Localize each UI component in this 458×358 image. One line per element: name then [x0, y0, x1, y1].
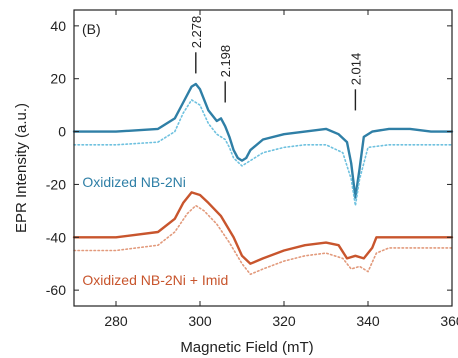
panel-label: (B) [82, 21, 101, 37]
y-tick-label: 40 [50, 18, 66, 34]
y-tick-label: -20 [46, 176, 66, 192]
x-tick-label: 340 [356, 313, 380, 329]
plot-frame [73, 9, 453, 307]
plot-area [72, 82, 454, 276]
g-value-label: 2.278 [189, 16, 204, 49]
y-axis-label: EPR Intensity (a.u.) [13, 103, 30, 233]
x-tick-label: 300 [188, 313, 212, 329]
series-line-orange-light [73, 204, 453, 276]
axes [73, 9, 453, 307]
x-tick-label: 320 [272, 313, 296, 329]
series-line-blue [72, 82, 454, 199]
series-label: Oxidized NB-2Ni [82, 174, 185, 190]
g-value-label: 2.014 [348, 53, 363, 86]
y-tick-label: 20 [50, 71, 66, 87]
series-line-blue-light [73, 99, 453, 207]
x-tick-label: 280 [104, 313, 128, 329]
x-tick-label: 360 [440, 313, 458, 329]
x-axis-label: Magnetic Field (mT) [180, 339, 313, 356]
y-tick-label: -40 [46, 229, 66, 245]
g-value-label: 2.198 [218, 45, 233, 78]
series-label: Oxidized NB-2Ni + Imid [82, 272, 228, 288]
y-tick-label: -60 [46, 282, 66, 298]
y-tick-label: 0 [58, 124, 66, 140]
chart-text: 280 300 320 340 360 -60 -40 -20 0 20 40 (B) 2.278 2.1… [46, 16, 458, 329]
series-line-orange [72, 191, 454, 265]
